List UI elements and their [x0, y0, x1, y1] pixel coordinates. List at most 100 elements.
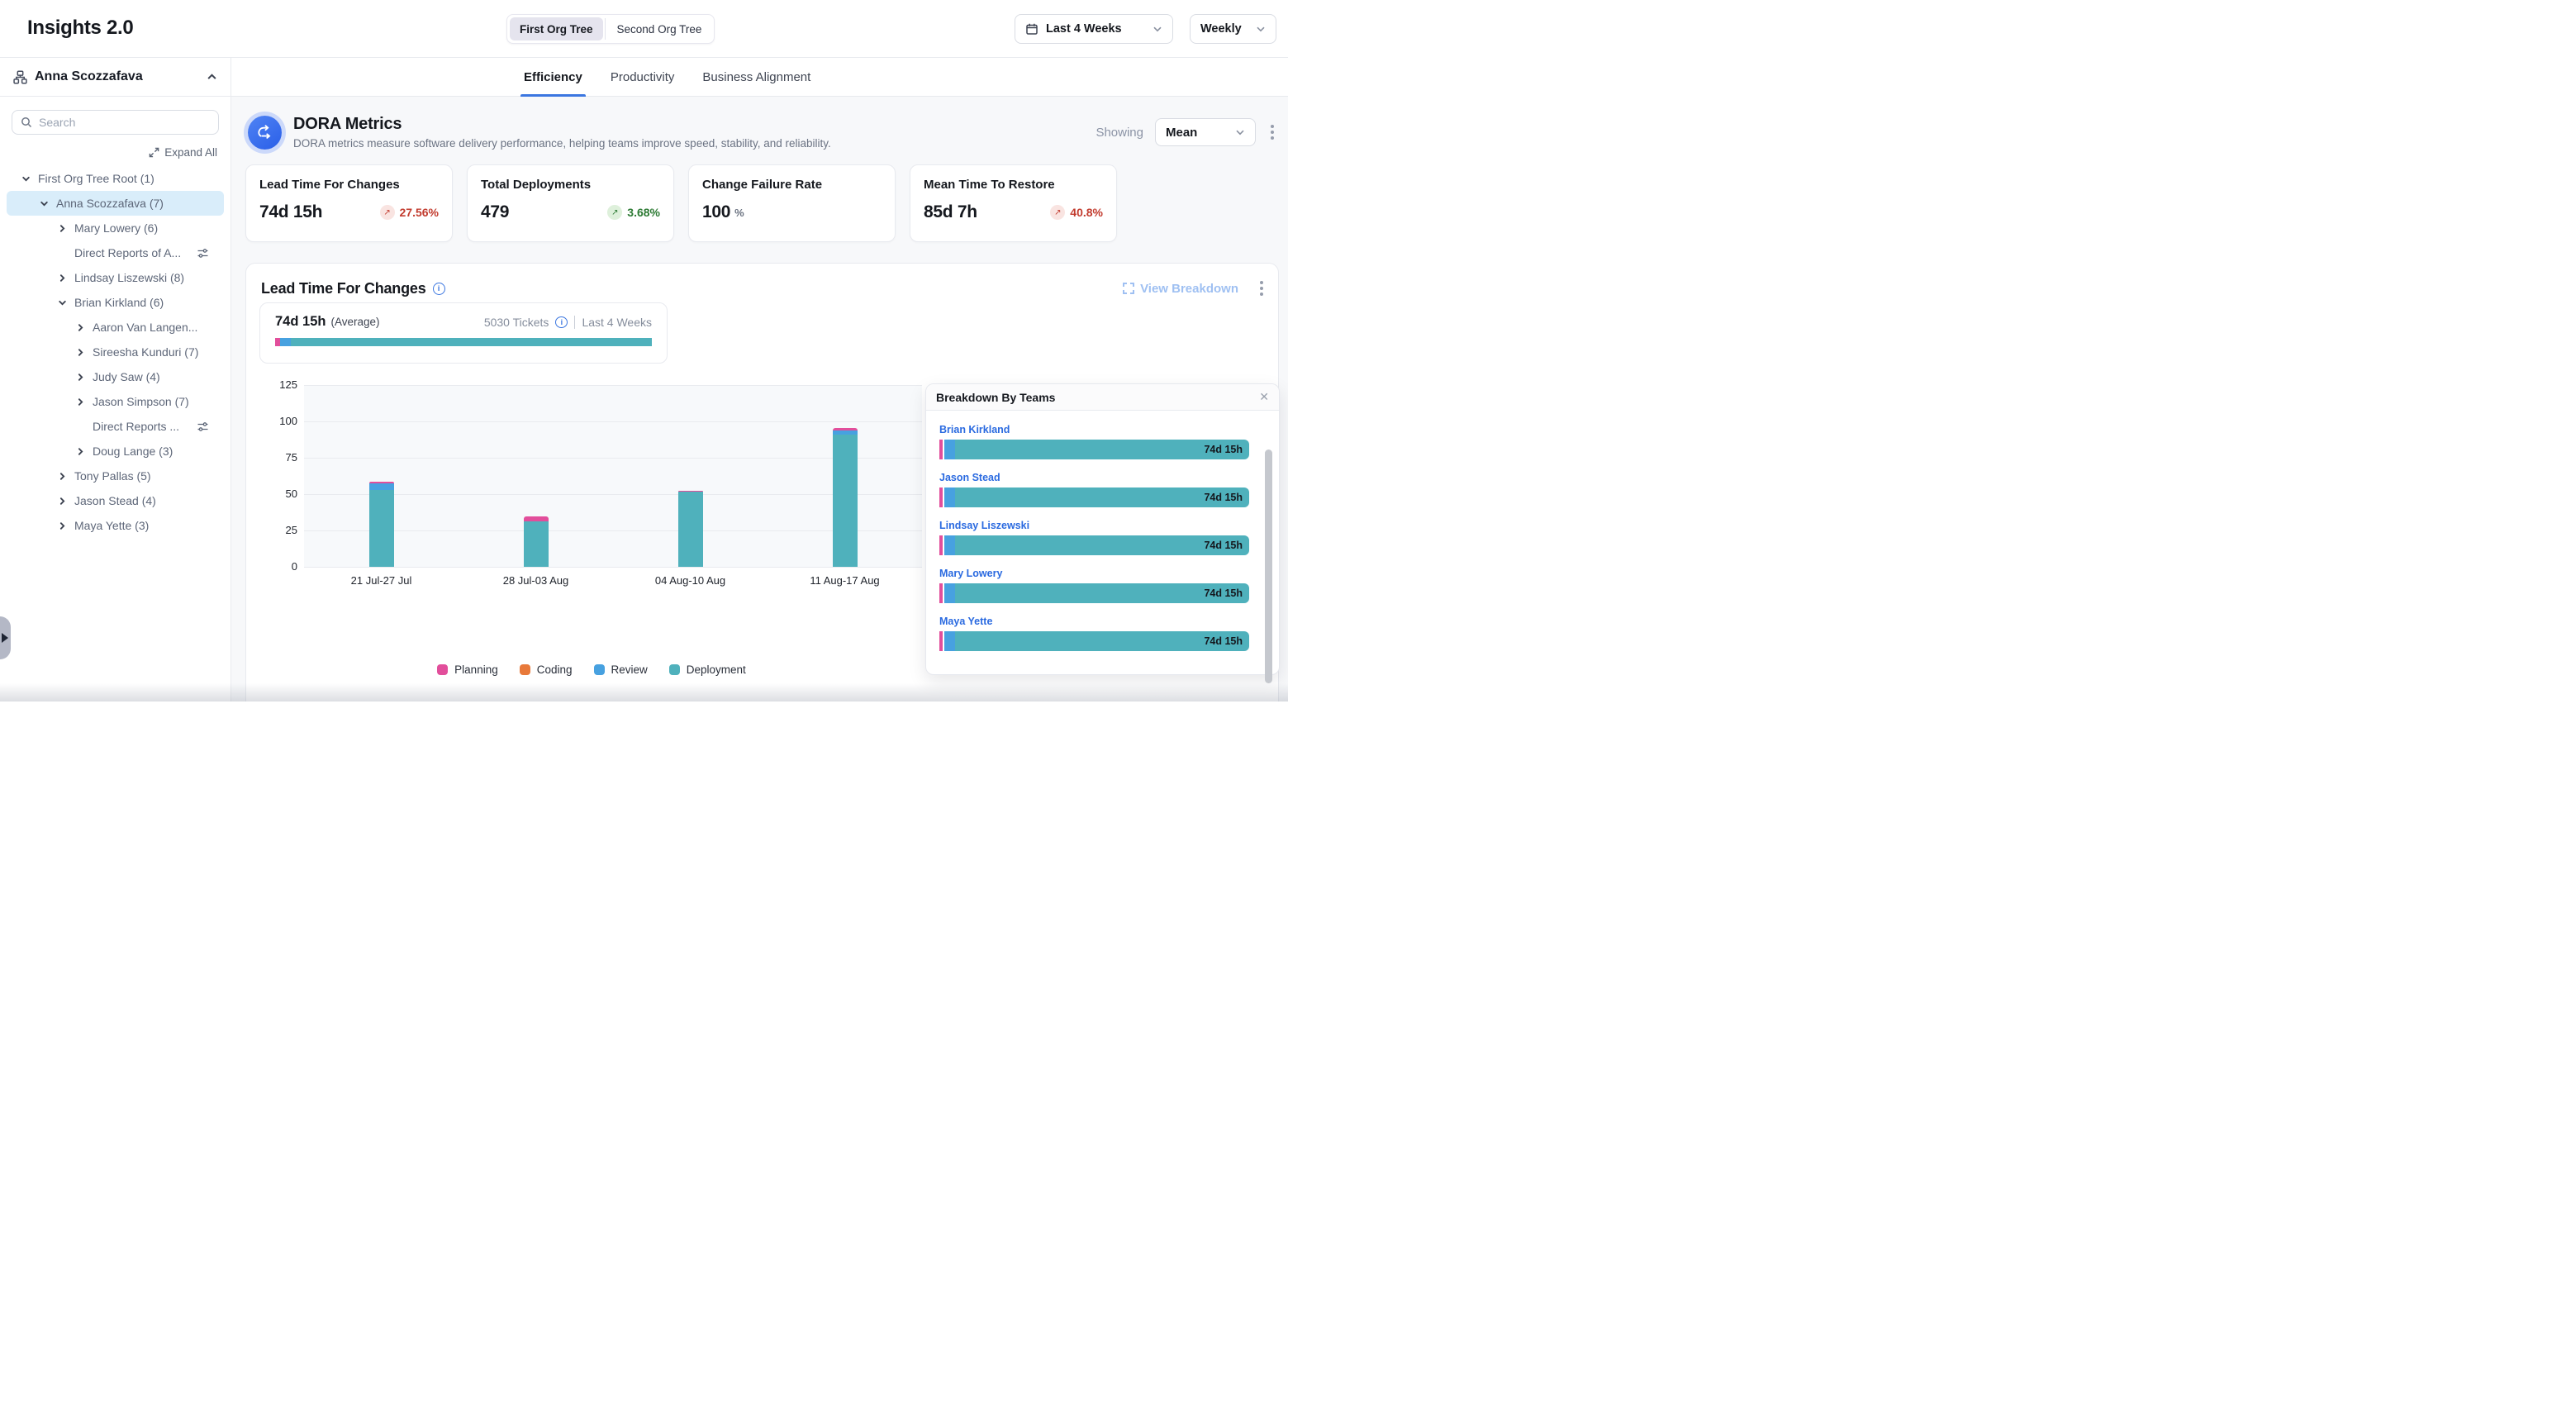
- metric-value: 74d 15h: [259, 202, 323, 221]
- tree-item-tony-pallas-5[interactable]: Tony Pallas (5): [7, 464, 224, 488]
- breakdown-panel-header: Breakdown By Teams ✕: [926, 384, 1279, 411]
- tree-item-label: Doug Lange (3): [93, 445, 173, 458]
- filter-sliders-icon[interactable]: [197, 421, 209, 433]
- chevron-right-icon[interactable]: [56, 273, 68, 283]
- tree-item-aaron-van-langen[interactable]: Aaron Van Langen...: [7, 315, 224, 340]
- team-phase-bar: 74d 15h: [939, 535, 1249, 555]
- info-icon[interactable]: i: [555, 316, 568, 328]
- tree-item-judy-saw-4[interactable]: Judy Saw (4): [7, 364, 224, 389]
- chevron-right-icon[interactable]: [74, 373, 86, 382]
- chevron-right-icon[interactable]: [74, 323, 86, 332]
- legend-item-planning[interactable]: Planning: [437, 663, 498, 676]
- chevron-right-icon[interactable]: [56, 497, 68, 506]
- tree-item-label: Maya Yette (3): [74, 519, 150, 532]
- dora-header: DORA Metrics DORA metrics measure softwa…: [248, 107, 1277, 157]
- team-value: 74d 15h: [1204, 444, 1243, 455]
- legend-swatch: [437, 664, 449, 675]
- tab-business-alignment[interactable]: Business Alignment: [702, 70, 811, 84]
- tab-efficiency[interactable]: Efficiency: [520, 58, 586, 97]
- tree-item-label: Jason Stead (4): [74, 494, 156, 507]
- toggle-second-org-tree[interactable]: Second Org Tree: [607, 17, 712, 40]
- chevron-right-icon[interactable]: [56, 521, 68, 530]
- search-box[interactable]: [12, 110, 219, 135]
- bar-segment-review: [944, 440, 955, 459]
- breakdown-panel-body: Brian Kirkland 74d 15h Jason Stead 74d 15h L…: [926, 411, 1279, 683]
- metric-card-change-failure-rate: Change Failure Rate 100%: [688, 164, 896, 242]
- tree-item-lindsay-liszewski-8[interactable]: Lindsay Liszewski (8): [7, 265, 224, 290]
- x-axis-label: 28 Jul-03 Aug: [502, 574, 569, 587]
- team-link[interactable]: Lindsay Liszewski: [939, 520, 1030, 531]
- expand-all-button[interactable]: Expand All: [0, 145, 231, 159]
- granularity-select[interactable]: Weekly: [1190, 14, 1276, 44]
- chevron-up-icon[interactable]: [207, 72, 217, 83]
- sidebar-collapse-handle[interactable]: [0, 616, 11, 659]
- tab-productivity[interactable]: Productivity: [610, 70, 675, 84]
- page-title: Insights 2.0: [27, 17, 134, 39]
- chevron-down-icon: [1256, 24, 1266, 34]
- y-axis-tick: 100: [279, 415, 297, 427]
- scrollbar-thumb[interactable]: [1265, 449, 1272, 683]
- y-axis-tick: 25: [285, 524, 297, 536]
- bar-segment-review: [944, 487, 955, 507]
- tree-item-sireesha-kunduri-7[interactable]: Sireesha Kunduri (7): [7, 340, 224, 364]
- legend-item-review[interactable]: Review: [593, 663, 648, 676]
- chevron-right-icon[interactable]: [74, 397, 86, 407]
- tree-item-jason-stead-4[interactable]: Jason Stead (4): [7, 488, 224, 513]
- chevron-right-icon[interactable]: [56, 224, 68, 233]
- metric-unit: %: [734, 206, 744, 219]
- tree-item-jason-simpson-7[interactable]: Jason Simpson (7): [7, 389, 224, 414]
- chevron-down-icon[interactable]: [56, 298, 68, 307]
- tree-item-maya-yette-3[interactable]: Maya Yette (3): [7, 513, 224, 538]
- bar-segment-review: [944, 583, 955, 603]
- close-icon[interactable]: ✕: [1259, 390, 1269, 403]
- team-link[interactable]: Mary Lowery: [939, 568, 1003, 579]
- bar-segment-planning: [677, 490, 703, 492]
- tree-item-doug-lange-3[interactable]: Doug Lange (3): [7, 439, 224, 464]
- chevron-right-icon[interactable]: [56, 472, 68, 481]
- tree-item-direct-reports-of-a[interactable]: Direct Reports of A...: [7, 240, 224, 265]
- metric-card-total-deployments: Total Deployments 479 ↗ 3.68%: [467, 164, 674, 242]
- legend-swatch: [593, 664, 605, 675]
- date-range-select[interactable]: Last 4 Weeks: [1015, 14, 1173, 44]
- legend-item-coding[interactable]: Coding: [519, 663, 573, 676]
- legend-item-deployment[interactable]: Deployment: [668, 663, 746, 676]
- tree-item-anna-scozzafava-7[interactable]: Anna Scozzafava (7): [7, 191, 224, 216]
- chevron-down-icon[interactable]: [38, 199, 50, 208]
- tree-item-mary-lowery-6[interactable]: Mary Lowery (6): [7, 216, 224, 240]
- sidebar-header: Anna Scozzafava: [0, 58, 231, 97]
- chevron-right-icon[interactable]: [74, 447, 86, 456]
- team-link[interactable]: Maya Yette: [939, 616, 993, 627]
- tree-item-first-org-tree-root-1[interactable]: First Org Tree Root (1): [7, 166, 224, 191]
- team-link[interactable]: Brian Kirkland: [939, 424, 1010, 435]
- dora-menu-kebab-icon[interactable]: [1267, 121, 1277, 143]
- metric-card-mean-time-to-restore: Mean Time To Restore 85d 7h ↗ 40.8%: [910, 164, 1117, 242]
- gridline: [304, 385, 922, 386]
- chevron-down-icon: [1235, 127, 1245, 137]
- content-area: DORA Metrics DORA metrics measure softwa…: [231, 97, 1288, 702]
- view-breakdown-button[interactable]: View Breakdown: [1123, 282, 1238, 296]
- trend-up-icon: ↗: [1050, 205, 1066, 220]
- breakdown-row-lindsay-liszewski: Lindsay Liszewski 74d 15h: [939, 520, 1249, 555]
- y-axis-tick: 50: [285, 487, 297, 500]
- summary-phase-bar: [275, 338, 652, 346]
- search-input[interactable]: [39, 116, 210, 129]
- expand-all-label: Expand All: [164, 145, 217, 159]
- tree-item-brian-kirkland-6[interactable]: Brian Kirkland (6): [7, 290, 224, 315]
- filter-sliders-icon[interactable]: [197, 247, 209, 259]
- summary-segment-planning: [275, 338, 280, 346]
- sidebar: Anna Scozzafava Expand All First Org Tre…: [0, 58, 231, 702]
- team-link[interactable]: Jason Stead: [939, 472, 1000, 483]
- chevron-down-icon[interactable]: [20, 174, 31, 183]
- breakdown-panel: Breakdown By Teams ✕ Brian Kirkland 74d 1…: [925, 383, 1280, 683]
- triangle-right-icon: [2, 633, 8, 643]
- chevron-right-icon[interactable]: [74, 348, 86, 357]
- tree-item-direct-reports[interactable]: Direct Reports ...: [7, 414, 224, 439]
- info-icon[interactable]: i: [432, 282, 445, 295]
- y-axis-tick: 75: [285, 451, 297, 464]
- lead-menu-kebab-icon[interactable]: [1257, 278, 1267, 299]
- toggle-first-org-tree[interactable]: First Org Tree: [510, 17, 603, 40]
- x-axis-label: 04 Aug-10 Aug: [654, 574, 726, 587]
- bar-segment-deployment: [955, 440, 1249, 459]
- aggregation-select[interactable]: Mean: [1155, 118, 1256, 146]
- trend-up-icon: ↗: [607, 205, 623, 220]
